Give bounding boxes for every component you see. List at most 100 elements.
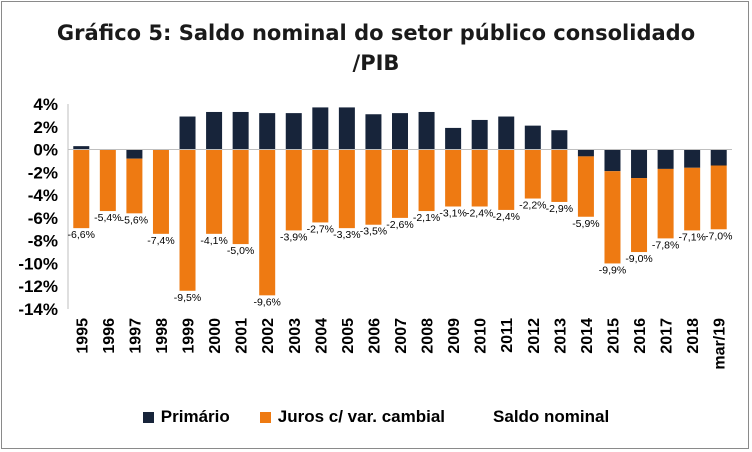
data-label: -2,2%: [519, 200, 546, 212]
bar-primario: [285, 113, 302, 150]
chart-title-line1: Gráfico 5: Saldo nominal do setor públic…: [56, 21, 696, 45]
y-tick-label: -4%: [28, 186, 58, 205]
legend-swatch: [259, 411, 271, 423]
bar-primario: [179, 116, 196, 150]
bar-primario: [471, 119, 488, 150]
data-label: -2,6%: [386, 219, 413, 231]
bar-juros: [471, 149, 488, 207]
x-tick-label: mar/19: [712, 318, 729, 370]
data-label: -9,0%: [625, 253, 652, 265]
bar-juros: [418, 149, 435, 212]
x-tick-label: 1995: [74, 318, 91, 354]
legend-label: Primário: [160, 407, 230, 426]
x-tick-label: 2009: [446, 318, 463, 354]
bar-juros: [206, 149, 223, 234]
bar-primario: [631, 149, 648, 179]
x-tick-label: 2000: [207, 318, 224, 354]
bar-primario: [312, 107, 329, 150]
bar-primario: [232, 111, 249, 150]
bar-primario: [577, 149, 594, 157]
x-tick-label: 2017: [659, 318, 676, 354]
bar-primario: [418, 111, 435, 150]
x-tick-label: 2015: [605, 318, 622, 354]
bar-juros: [577, 156, 594, 217]
bar-juros: [99, 149, 116, 212]
y-tick-label: 4%: [33, 95, 58, 114]
data-label: -3,3%: [333, 229, 360, 241]
bar-primario: [498, 116, 515, 150]
y-tick-label: -2%: [28, 163, 58, 182]
bar-primario: [338, 107, 355, 150]
x-tick-label: 2014: [579, 318, 596, 354]
bar-juros: [498, 149, 515, 210]
bar-primario: [392, 113, 408, 150]
y-tick-label: -10%: [18, 254, 58, 273]
bar-primario: [710, 149, 727, 166]
data-label: -5,4%: [94, 212, 121, 224]
y-tick-label: 0%: [33, 141, 58, 160]
data-label: -3,1%: [439, 208, 466, 220]
legend-label: Juros c/ var. cambial: [277, 407, 446, 426]
data-label: -5,9%: [572, 218, 599, 230]
x-tick-label: 2007: [393, 318, 410, 354]
data-label: -7,0%: [705, 230, 732, 242]
legend-item: Juros c/ var. cambial: [259, 407, 446, 427]
x-tick-label: 2010: [473, 318, 490, 354]
x-tick-label: 2012: [526, 318, 543, 354]
x-tick-label: 2011: [499, 318, 516, 353]
x-tick-label: 2004: [313, 318, 330, 354]
data-label: -2,7%: [307, 223, 334, 235]
bar-primario: [73, 146, 90, 150]
x-tick-label: 2002: [260, 318, 277, 354]
x-tick-label: 2006: [366, 318, 383, 354]
bar-primario: [684, 149, 701, 168]
data-label: -2,4%: [466, 208, 493, 220]
bar-juros: [312, 149, 329, 223]
bar-primario: [604, 149, 621, 172]
bar-primario: [365, 114, 382, 150]
data-label: -2,9%: [546, 203, 573, 215]
data-label: -7,1%: [678, 231, 705, 243]
x-tick-label: 1996: [101, 318, 118, 354]
data-label: -6,6%: [68, 229, 95, 241]
bar-juros: [604, 171, 621, 264]
y-tick-label: -14%: [18, 300, 58, 319]
data-label: -3,9%: [280, 231, 307, 243]
bar-juros: [392, 149, 408, 218]
chart-title: Gráfico 5: Saldo nominal do setor públic…: [0, 18, 752, 78]
data-label: -2,1%: [413, 212, 440, 224]
y-tick-label: 2%: [33, 118, 58, 137]
data-label: -9,6%: [253, 296, 280, 308]
y-tick-label: -6%: [28, 209, 58, 228]
legend-swatch: [142, 411, 154, 423]
legend-swatch: [475, 411, 487, 423]
x-tick-label: 1998: [154, 318, 171, 354]
bar-juros: [684, 167, 701, 231]
x-tick-label: 2016: [632, 318, 649, 354]
legend-label: Saldo nominal: [493, 407, 610, 426]
x-tick-label: 2005: [340, 318, 357, 354]
bar-juros: [338, 149, 355, 229]
data-label: -9,5%: [174, 292, 201, 304]
legend-item: Primário: [142, 407, 230, 427]
bar-primario: [657, 149, 674, 169]
data-label: -7,4%: [147, 235, 174, 247]
bar-primario: [206, 111, 223, 150]
data-label: -3,5%: [360, 226, 387, 238]
bar-juros: [152, 149, 169, 234]
bar-primario: [259, 113, 276, 150]
chart-title-line2: /PIB: [352, 51, 400, 75]
bar-juros: [657, 168, 674, 239]
data-label: -9,9%: [599, 264, 626, 276]
bar-juros: [73, 149, 90, 229]
bar-juros: [524, 149, 541, 199]
bar-juros: [126, 158, 143, 214]
x-tick-label: 2003: [287, 318, 304, 354]
data-label: -5,0%: [227, 245, 254, 257]
x-tick-label: 2008: [420, 318, 437, 354]
x-tick-label: 1999: [181, 318, 198, 354]
bar-primario: [445, 127, 462, 150]
data-label: -7,8%: [652, 239, 679, 251]
